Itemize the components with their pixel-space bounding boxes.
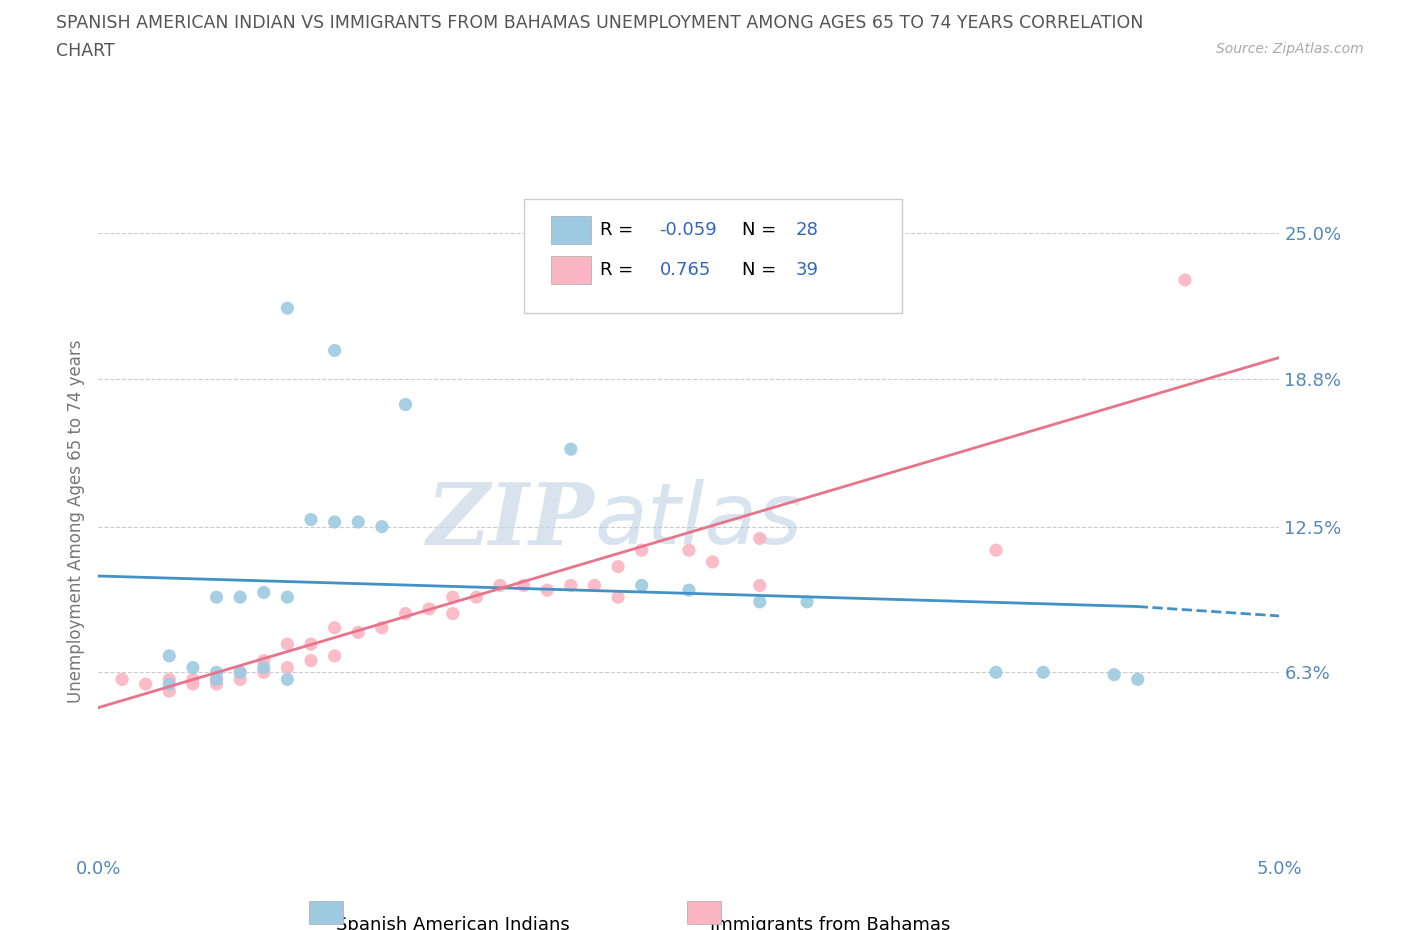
Point bbox=[181, 660, 204, 675]
Text: 0.765: 0.765 bbox=[659, 261, 711, 279]
Point bbox=[299, 653, 322, 668]
Point bbox=[347, 625, 370, 640]
Point bbox=[1032, 665, 1054, 680]
Text: SPANISH AMERICAN INDIAN VS IMMIGRANTS FROM BAHAMAS UNEMPLOYMENT AMONG AGES 65 TO: SPANISH AMERICAN INDIAN VS IMMIGRANTS FR… bbox=[56, 14, 1143, 32]
Point bbox=[181, 672, 204, 687]
Point bbox=[1174, 272, 1197, 287]
Text: N =: N = bbox=[742, 261, 776, 279]
Point bbox=[607, 590, 630, 604]
Point bbox=[253, 585, 276, 600]
Point bbox=[748, 594, 770, 609]
Text: ZIP: ZIP bbox=[426, 479, 595, 563]
Text: R =: R = bbox=[600, 261, 634, 279]
Point bbox=[253, 653, 276, 668]
Point bbox=[135, 677, 157, 692]
Point bbox=[323, 620, 346, 635]
Point bbox=[276, 672, 298, 687]
Text: N =: N = bbox=[742, 221, 776, 239]
Point bbox=[489, 578, 512, 592]
Point bbox=[323, 343, 346, 358]
Point bbox=[181, 677, 204, 692]
Point bbox=[512, 578, 534, 592]
Point bbox=[441, 606, 464, 621]
FancyBboxPatch shape bbox=[309, 901, 343, 923]
Point bbox=[253, 660, 276, 675]
Text: Source: ZipAtlas.com: Source: ZipAtlas.com bbox=[1216, 42, 1364, 56]
Text: CHART: CHART bbox=[56, 42, 115, 60]
Text: atlas: atlas bbox=[595, 479, 803, 563]
Point bbox=[229, 665, 252, 680]
Point bbox=[276, 637, 298, 652]
Point bbox=[1102, 667, 1125, 682]
Point bbox=[418, 602, 440, 617]
Point bbox=[276, 590, 298, 604]
Point bbox=[560, 442, 582, 457]
Point bbox=[229, 590, 252, 604]
Point bbox=[157, 677, 180, 692]
FancyBboxPatch shape bbox=[551, 257, 591, 285]
Point bbox=[253, 665, 276, 680]
Point bbox=[111, 672, 134, 687]
Point bbox=[299, 637, 322, 652]
Point bbox=[394, 606, 416, 621]
Text: 39: 39 bbox=[796, 261, 818, 279]
Text: Spanish American Indians: Spanish American Indians bbox=[336, 916, 569, 930]
Point bbox=[748, 531, 770, 546]
Point bbox=[796, 594, 818, 609]
Point bbox=[205, 590, 228, 604]
Point bbox=[323, 514, 346, 529]
Point bbox=[323, 648, 346, 663]
Point bbox=[984, 543, 1007, 558]
Point bbox=[276, 300, 298, 315]
Point bbox=[205, 672, 228, 687]
Point bbox=[157, 684, 180, 698]
Text: -0.059: -0.059 bbox=[659, 221, 717, 239]
Point bbox=[229, 665, 252, 680]
FancyBboxPatch shape bbox=[523, 199, 901, 313]
Point bbox=[984, 665, 1007, 680]
Point bbox=[205, 672, 228, 687]
Point bbox=[371, 519, 394, 534]
Point bbox=[678, 543, 700, 558]
Point bbox=[1126, 672, 1149, 687]
Point bbox=[276, 660, 298, 675]
Point bbox=[702, 554, 724, 569]
Point bbox=[157, 672, 180, 687]
Point bbox=[630, 578, 652, 592]
Text: 28: 28 bbox=[796, 221, 818, 239]
Point bbox=[678, 583, 700, 598]
Point bbox=[630, 543, 652, 558]
Point bbox=[229, 672, 252, 687]
Point bbox=[394, 397, 416, 412]
Point bbox=[299, 512, 322, 527]
Point bbox=[205, 665, 228, 680]
Point bbox=[583, 578, 606, 592]
Point bbox=[748, 578, 770, 592]
Point bbox=[607, 559, 630, 574]
Text: R =: R = bbox=[600, 221, 634, 239]
Point bbox=[560, 578, 582, 592]
FancyBboxPatch shape bbox=[686, 901, 721, 923]
Point bbox=[347, 514, 370, 529]
Point bbox=[157, 648, 180, 663]
FancyBboxPatch shape bbox=[551, 216, 591, 245]
Point bbox=[205, 677, 228, 692]
Point bbox=[371, 620, 394, 635]
Point bbox=[536, 583, 558, 598]
Y-axis label: Unemployment Among Ages 65 to 74 years: Unemployment Among Ages 65 to 74 years bbox=[66, 339, 84, 702]
Text: Immigrants from Bahamas: Immigrants from Bahamas bbox=[710, 916, 950, 930]
Point bbox=[465, 590, 488, 604]
Point bbox=[441, 590, 464, 604]
